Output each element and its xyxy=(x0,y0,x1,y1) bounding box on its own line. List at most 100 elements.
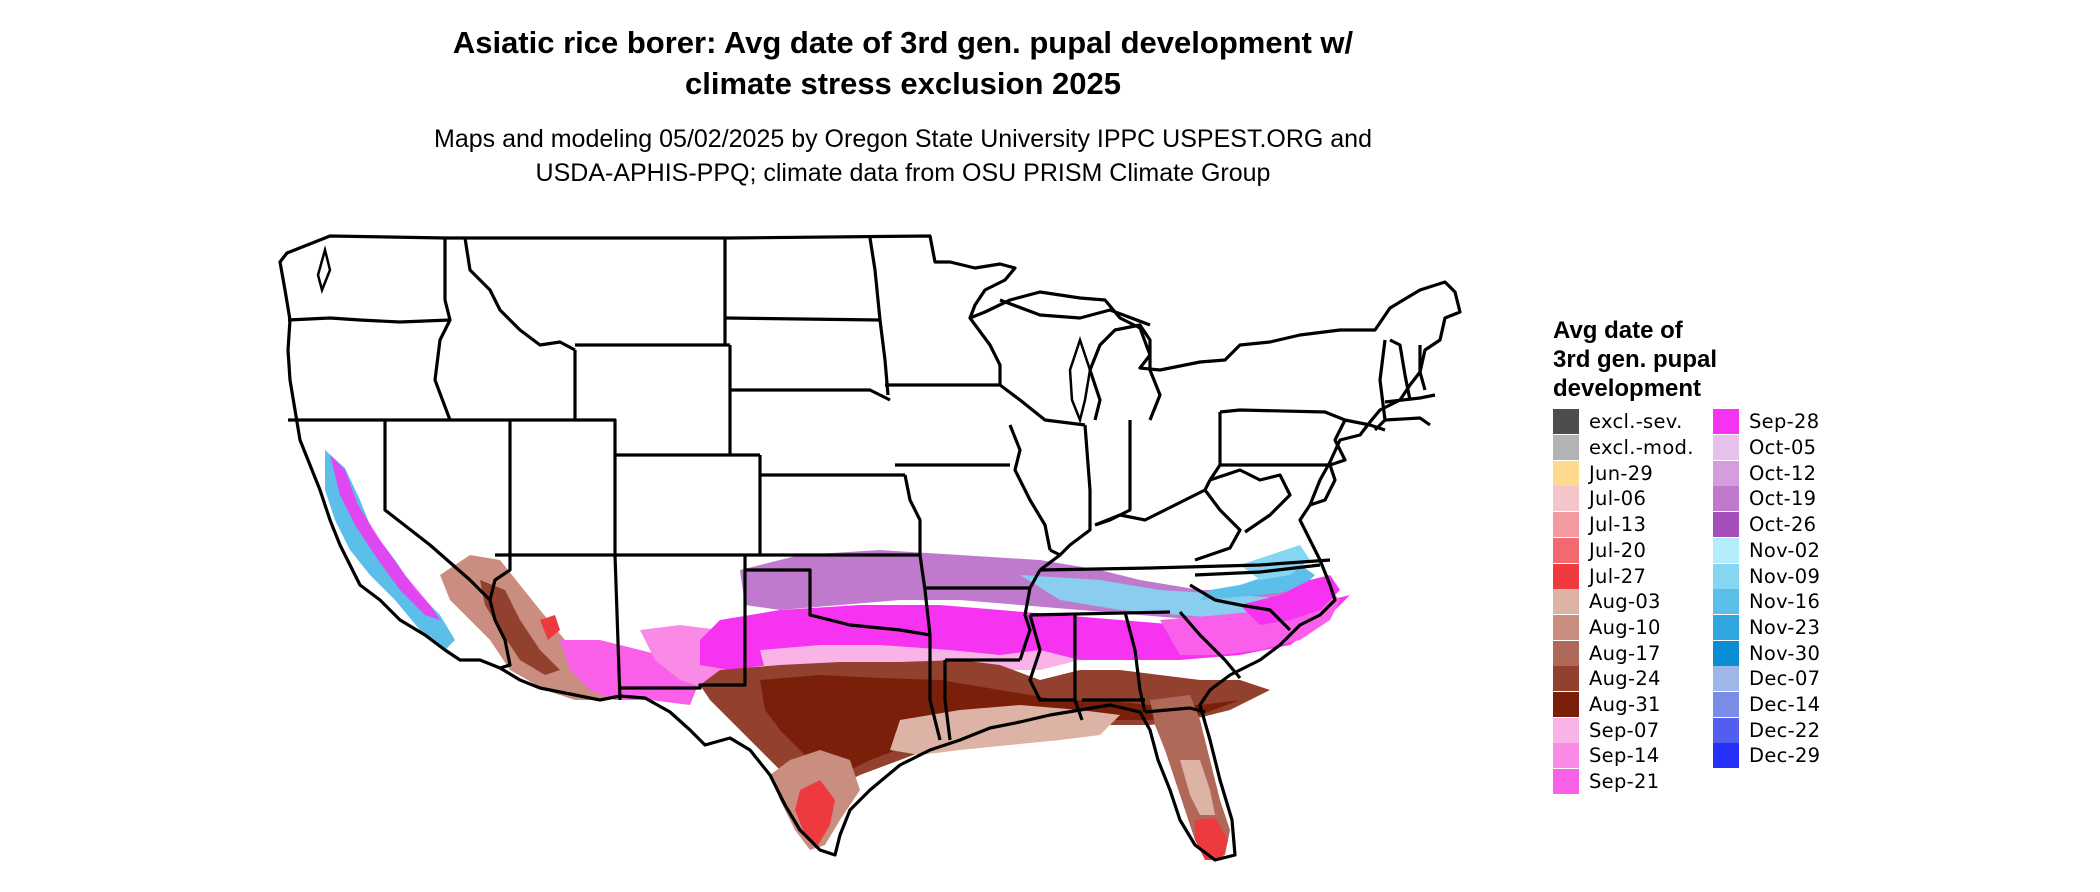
pa-nj-border xyxy=(1329,419,1347,467)
legend-swatch xyxy=(1713,435,1739,461)
legend-swatch xyxy=(1713,537,1739,563)
wv-va-border xyxy=(1209,468,1292,534)
va-nc-border xyxy=(1194,563,1321,577)
legend-label: Nov-02 xyxy=(1749,538,1821,562)
ok-ar-border xyxy=(918,554,932,636)
legend-swatch xyxy=(1553,743,1579,769)
great-lakes xyxy=(316,245,1092,425)
legend-label: Oct-12 xyxy=(1749,461,1817,485)
id-wy-border xyxy=(510,350,577,422)
subtitle-line-1: Maps and modeling 05/02/2025 by Oregon S… xyxy=(434,125,1372,153)
legend-swatch xyxy=(1713,692,1739,718)
legend-label: Nov-16 xyxy=(1749,590,1821,614)
legend-swatch xyxy=(1713,512,1739,538)
fill-florida-light xyxy=(1180,760,1215,815)
legend-label: Oct-26 xyxy=(1749,513,1817,537)
legend-label: Jul-27 xyxy=(1589,564,1647,588)
ky-tn-border xyxy=(1039,558,1331,572)
legend: Avg date of 3rd gen. pupal development e… xyxy=(1553,316,1820,795)
legend-title-line-1: Avg date of xyxy=(1553,317,1683,344)
legend-label: Jul-06 xyxy=(1589,487,1647,511)
puget-sound xyxy=(316,245,332,294)
legend-item: Nov-16 xyxy=(1713,589,1820,615)
ny-nj-border xyxy=(1344,418,1386,432)
legend-swatch xyxy=(1553,409,1579,435)
legend-label: Nov-09 xyxy=(1749,564,1821,588)
ny-east-border xyxy=(1373,339,1387,432)
legend-title-line-3: development xyxy=(1553,375,1702,402)
legend-item: Nov-09 xyxy=(1713,563,1820,589)
id-west-border xyxy=(433,238,452,421)
legend-item: Oct-12 xyxy=(1713,460,1816,486)
legend-label: Aug-10 xyxy=(1589,615,1661,639)
legend-swatch xyxy=(1553,486,1579,512)
legend-swatch xyxy=(1713,409,1739,435)
sc-ga-border xyxy=(1178,610,1242,680)
legend-swatch xyxy=(1553,666,1579,692)
legend-item: Sep-21 xyxy=(1553,769,1659,795)
legend-label: Sep-21 xyxy=(1589,770,1660,794)
legend-swatch xyxy=(1553,435,1579,461)
legend-item: excl.-sev. xyxy=(1553,409,1683,435)
dakotas-east-border xyxy=(868,237,890,396)
in-oh-border xyxy=(1094,420,1132,527)
legend-label: Dec-29 xyxy=(1749,744,1821,768)
me-nh-border xyxy=(1418,345,1427,391)
nv-ut-border xyxy=(488,420,512,601)
state-borders xyxy=(278,234,1462,862)
legend-label: Sep-28 xyxy=(1749,410,1820,434)
md-de-border xyxy=(1309,464,1337,507)
legend-label: Aug-17 xyxy=(1589,641,1661,665)
ut-wy-co-border xyxy=(575,418,617,555)
legend-item: Jul-13 xyxy=(1553,512,1646,538)
legend-label: Dec-07 xyxy=(1749,667,1821,691)
pa-ny-border xyxy=(1219,408,1346,422)
legend-item: Aug-31 xyxy=(1553,692,1661,718)
oh-ky-border xyxy=(1094,479,1212,527)
legend-item: Jul-20 xyxy=(1553,537,1646,564)
legend-swatch xyxy=(1553,512,1579,538)
ar-east-border xyxy=(1018,587,1032,661)
map-subtitle: Maps and modeling 05/02/2025 by Oregon S… xyxy=(0,122,1806,190)
legend-title: Avg date of 3rd gen. pupal development xyxy=(1553,316,1717,403)
legend-item: Sep-28 xyxy=(1713,409,1819,435)
legend-label: Aug-24 xyxy=(1589,667,1661,691)
legend-label: Oct-19 xyxy=(1749,487,1817,511)
legend-swatch xyxy=(1713,563,1739,589)
legend-item: Oct-19 xyxy=(1713,486,1816,512)
fill-arizona-red xyxy=(540,615,560,640)
title-line-1: Asiatic rice borer: Avg date of 3rd gen.… xyxy=(452,25,1354,60)
ks-mo-border xyxy=(903,474,922,555)
legend-item: excl.-mod. xyxy=(1553,435,1694,461)
nc-sc-border xyxy=(1189,583,1292,632)
ok-tx-border xyxy=(745,568,942,741)
nm-tx-border xyxy=(620,555,747,690)
legend-label: Sep-07 xyxy=(1589,718,1660,742)
legend-item: Nov-23 xyxy=(1713,614,1821,641)
michigan-lower xyxy=(1088,323,1162,421)
ms-la-border xyxy=(1028,614,1075,702)
legend-label: Dec-14 xyxy=(1749,693,1821,717)
legend-label: Nov-30 xyxy=(1749,641,1821,665)
fill-california-pink xyxy=(330,455,440,620)
legend-swatch xyxy=(1713,589,1739,615)
michigan-upper xyxy=(999,298,1151,327)
legend-item: Aug-24 xyxy=(1553,666,1661,692)
legend-swatch xyxy=(1553,640,1579,666)
tn-south-border xyxy=(1029,610,1171,617)
sd-ne-border xyxy=(730,388,891,402)
legend-item: Aug-03 xyxy=(1553,589,1661,615)
legend-label: excl.-mod. xyxy=(1589,436,1694,460)
il-in-border xyxy=(1058,424,1092,557)
legend-item: Dec-22 xyxy=(1713,717,1820,743)
legend-item: Nov-30 xyxy=(1713,640,1820,666)
il-mo-border xyxy=(1008,424,1052,551)
oh-pa-border xyxy=(1208,412,1222,481)
legend-label: Aug-31 xyxy=(1589,693,1661,717)
legend-swatch xyxy=(1713,743,1739,769)
legend-title-line-2: 3rd gen. pupal xyxy=(1553,346,1718,373)
legend-label: Jun-29 xyxy=(1589,461,1654,485)
legend-swatch xyxy=(1553,692,1579,718)
fill-deep-south-dark xyxy=(760,675,1240,775)
legend-label: Nov-23 xyxy=(1749,615,1821,639)
